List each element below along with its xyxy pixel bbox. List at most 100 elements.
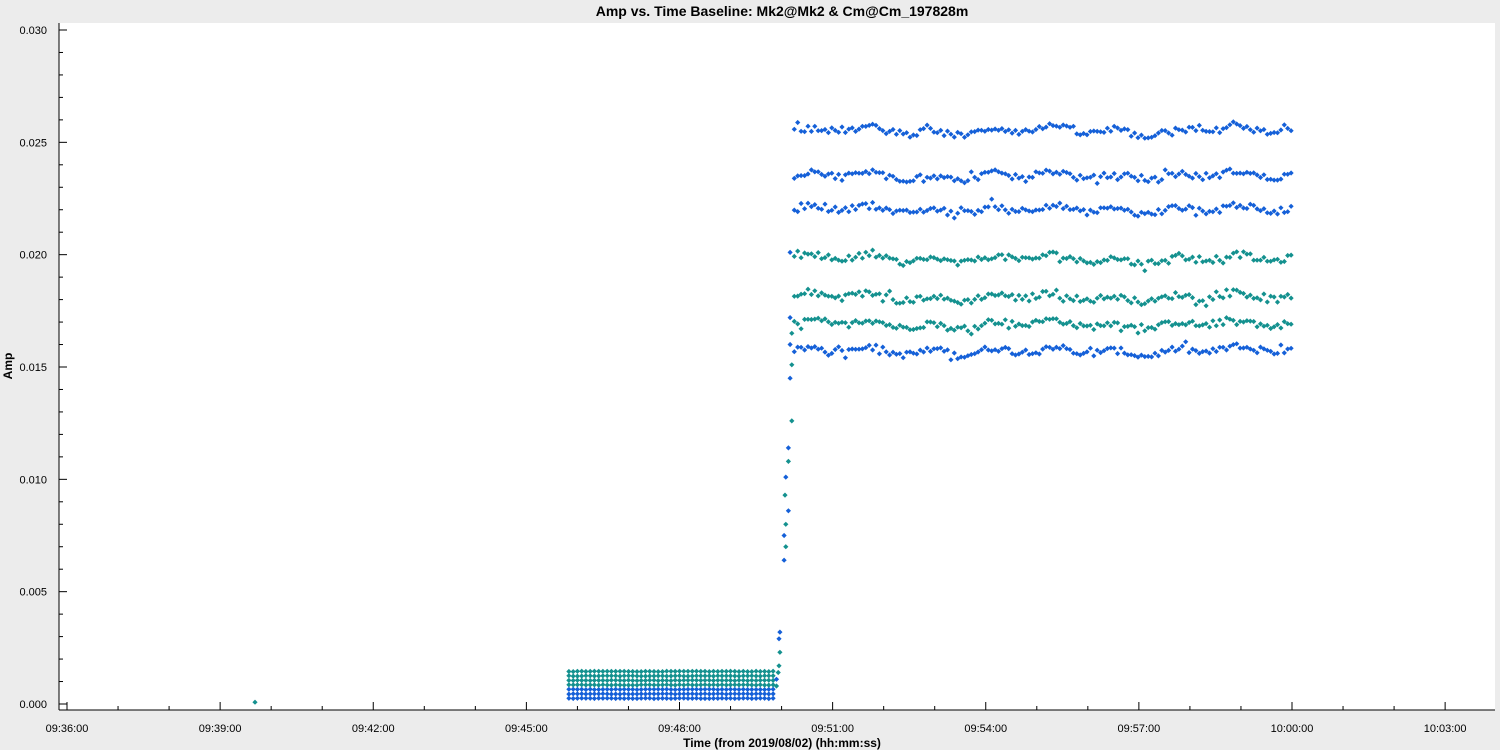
high-amp-data-point (853, 346, 859, 352)
low-amp-data-point (587, 673, 593, 679)
high-amp-data-point (944, 295, 951, 301)
high-amp-data-point (822, 292, 828, 298)
high-amp-data-point (1036, 170, 1042, 176)
high-amp-data-point (1169, 132, 1175, 138)
low-amp-data-point (664, 695, 670, 701)
high-amp-data-point (972, 296, 978, 302)
high-amp-data-point (1057, 346, 1063, 352)
high-amp-data-point (931, 346, 937, 352)
high-amp-data-point (1183, 129, 1189, 135)
high-amp-data-point (1094, 321, 1100, 327)
high-amp-data-point (924, 122, 930, 128)
high-amp-data-point (1176, 127, 1182, 133)
high-amp-data-point (1223, 167, 1230, 173)
low-amp-data-point (710, 695, 717, 701)
high-amp-data-point (904, 179, 910, 185)
high-amp-data-point (1254, 295, 1260, 301)
high-amp-data-point (1060, 122, 1066, 128)
high-amp-data-point (1213, 323, 1219, 329)
high-amp-data-point (1155, 179, 1161, 185)
y-tick-label: 0.015 (19, 362, 47, 374)
low-amp-data-point (681, 686, 687, 692)
high-amp-data-point (1104, 175, 1110, 181)
high-amp-data-point (924, 174, 930, 180)
high-amp-data-point (1104, 320, 1110, 326)
plot-area (59, 23, 1495, 710)
low-amp-data-point (693, 686, 700, 692)
high-amp-data-point (1254, 257, 1260, 263)
high-amp-data-point (900, 299, 906, 306)
high-amp-data-point (1053, 169, 1059, 175)
low-amp-data-point (723, 677, 729, 683)
low-amp-data-point (740, 686, 746, 692)
high-amp-data-point (921, 256, 927, 262)
high-amp-data-point (839, 347, 845, 354)
low-amp-data-point (681, 695, 687, 701)
high-amp-data-point (931, 129, 937, 135)
low-amp-data-point (770, 682, 776, 688)
high-amp-data-point (1023, 178, 1029, 185)
high-amp-data-point (1230, 119, 1236, 125)
high-amp-data-point (1217, 175, 1223, 181)
high-amp-data-point (890, 256, 896, 262)
high-amp-data-point (1196, 174, 1202, 180)
low-amp-data-point (642, 668, 649, 674)
high-amp-data-point (1060, 321, 1066, 327)
high-amp-data-point (873, 169, 879, 175)
ramp-data-point (787, 375, 793, 381)
high-amp-data-point (968, 129, 974, 135)
high-amp-data-point (1183, 292, 1189, 298)
high-amp-data-point (1101, 296, 1107, 302)
low-amp-data-point (702, 686, 708, 692)
high-amp-data-point (1240, 125, 1247, 131)
low-amp-data-point (570, 673, 576, 679)
high-amp-data-point (802, 347, 808, 353)
high-amp-data-point (961, 180, 968, 186)
x-tick-label: 10:00:00 (1271, 723, 1314, 735)
high-amp-data-point (1271, 129, 1277, 136)
high-amp-data-point (1166, 171, 1172, 177)
high-amp-data-point (1186, 256, 1192, 262)
high-amp-data-point (1234, 322, 1240, 328)
high-amp-data-point (873, 342, 879, 348)
high-amp-data-point (1070, 174, 1076, 180)
low-amp-data-point (749, 673, 755, 679)
high-amp-data-point (1264, 210, 1270, 216)
high-amp-data-point (1047, 121, 1053, 127)
high-amp-data-point (948, 297, 954, 303)
high-amp-data-point (1274, 322, 1281, 328)
low-amp-data-point (600, 677, 606, 683)
high-amp-data-point (1070, 350, 1076, 356)
high-amp-data-point (1118, 328, 1124, 334)
low-amp-data-point (762, 668, 768, 674)
high-amp-data-point (1200, 322, 1206, 328)
high-amp-data-point (1108, 174, 1114, 180)
low-amp-data-point (638, 691, 644, 697)
high-amp-data-point (985, 347, 991, 353)
high-amp-data-point (1098, 292, 1104, 299)
low-amp-data-point (715, 677, 721, 683)
high-amp-data-point (1220, 344, 1226, 350)
high-amp-data-point (1203, 303, 1209, 309)
high-amp-data-point (1271, 177, 1277, 183)
high-amp-data-point (839, 258, 845, 264)
high-amp-data-point (1186, 350, 1192, 356)
high-amp-data-point (849, 203, 855, 209)
high-amp-data-point (1152, 261, 1158, 267)
high-amp-data-point (1121, 324, 1127, 330)
high-amp-data-point (1257, 257, 1264, 263)
high-amp-data-point (1217, 130, 1223, 136)
high-amp-data-point (808, 167, 814, 173)
high-amp-data-point (1026, 351, 1032, 358)
ramp-data-point (776, 663, 782, 669)
low-amp-data-point (689, 686, 695, 692)
high-amp-data-point (1264, 322, 1270, 328)
low-amp-data-point (719, 686, 725, 692)
high-amp-data-point (1261, 172, 1267, 178)
low-amp-data-point (676, 673, 683, 679)
high-amp-data-point (904, 349, 910, 355)
low-amp-data-point (664, 673, 670, 679)
high-amp-data-point (1172, 174, 1179, 180)
high-amp-data-point (1172, 321, 1179, 327)
